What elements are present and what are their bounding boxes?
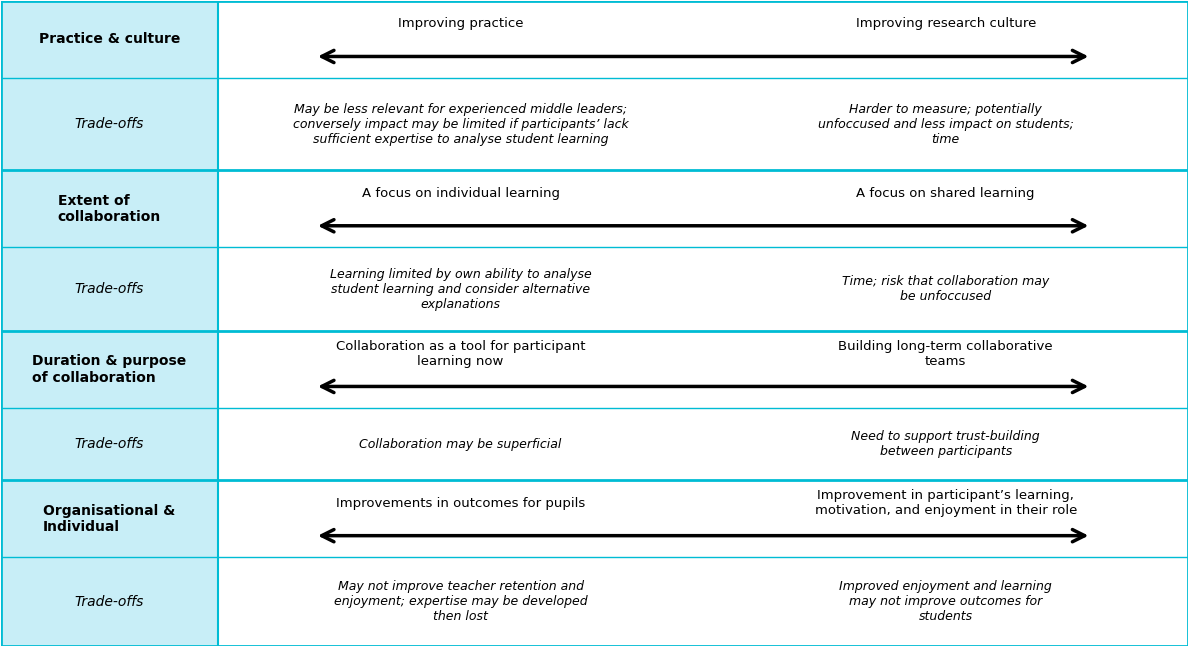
Bar xyxy=(1,408,218,480)
Text: Trade-offs: Trade-offs xyxy=(75,117,144,131)
Bar xyxy=(1,331,218,408)
Bar xyxy=(1,480,218,557)
Bar xyxy=(218,78,1188,170)
Bar xyxy=(1,78,218,170)
Bar xyxy=(1,1,218,78)
Text: Collaboration may be superficial: Collaboration may be superficial xyxy=(359,437,561,450)
Text: Practice & culture: Practice & culture xyxy=(39,32,180,47)
Text: Harder to measure; potentially
unfoccused and less impact on students;
time: Harder to measure; potentially unfoccuse… xyxy=(818,103,1074,146)
Text: A focus on shared learning: A focus on shared learning xyxy=(856,187,1034,200)
Text: Trade-offs: Trade-offs xyxy=(75,282,144,296)
Text: Organisational &
Individual: Organisational & Individual xyxy=(43,503,176,534)
Text: May not improve teacher retention and
enjoyment; expertise may be developed
then: May not improve teacher retention and en… xyxy=(334,580,587,623)
Text: Improving research culture: Improving research culture xyxy=(856,17,1036,30)
Bar xyxy=(218,331,1188,408)
Text: Improved enjoyment and learning
may not improve outcomes for
students: Improved enjoyment and learning may not … xyxy=(839,580,1052,623)
Text: Extent of
collaboration: Extent of collaboration xyxy=(58,193,161,224)
Text: Building long-term collaborative
teams: Building long-term collaborative teams xyxy=(838,340,1053,368)
Bar xyxy=(1,170,218,247)
Text: Trade-offs: Trade-offs xyxy=(75,437,144,451)
Bar xyxy=(218,408,1188,480)
Text: Duration & purpose
of collaboration: Duration & purpose of collaboration xyxy=(32,355,187,384)
Text: Learning limited by own ability to analyse
student learning and consider alterna: Learning limited by own ability to analy… xyxy=(329,268,591,311)
Text: Improvement in participant’s learning,
motivation, and enjoyment in their role: Improvement in participant’s learning, m… xyxy=(814,489,1077,517)
Text: Trade-offs: Trade-offs xyxy=(75,595,144,609)
Bar xyxy=(218,170,1188,247)
Text: Time; risk that collaboration may
be unfoccused: Time; risk that collaboration may be unf… xyxy=(842,275,1050,303)
Bar xyxy=(1,557,218,646)
Bar xyxy=(218,480,1188,557)
Text: Improving practice: Improving practice xyxy=(398,17,523,30)
Bar xyxy=(218,247,1188,331)
Text: Improvements in outcomes for pupils: Improvements in outcomes for pupils xyxy=(336,497,585,510)
Bar xyxy=(1,247,218,331)
Bar xyxy=(218,557,1188,646)
Text: Collaboration as a tool for participant
learning now: Collaboration as a tool for participant … xyxy=(335,340,585,368)
Bar xyxy=(218,1,1188,78)
Text: May be less relevant for experienced middle leaders;
conversely impact may be li: May be less relevant for experienced mid… xyxy=(292,103,629,146)
Text: Need to support trust-building
between participants: Need to support trust-building between p… xyxy=(851,430,1040,458)
Text: A focus on individual learning: A focus on individual learning xyxy=(361,187,560,200)
